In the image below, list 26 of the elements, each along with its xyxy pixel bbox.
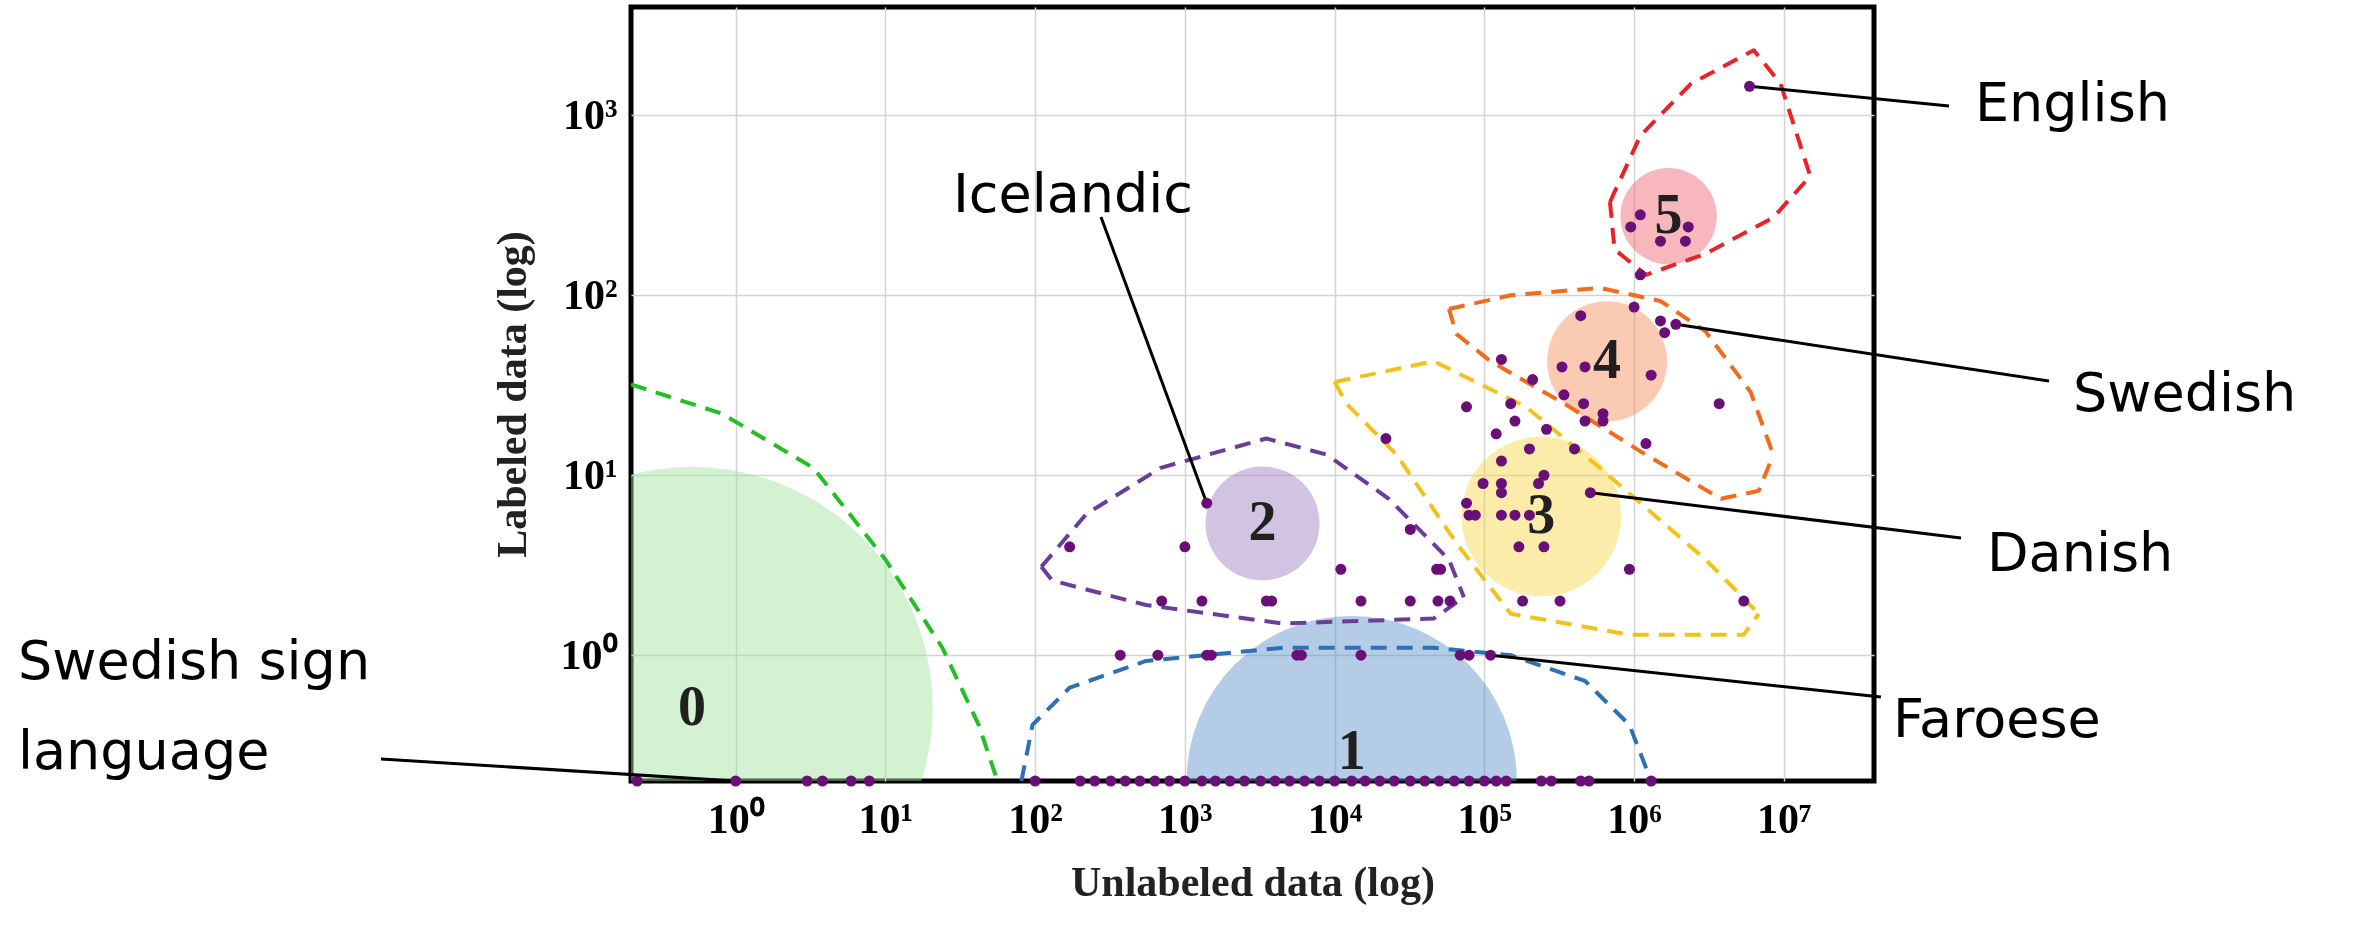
x-tick-label: 10⁶ [1607, 795, 1662, 842]
annotation: 1 [1337, 719, 1366, 781]
annotation: 2 [1248, 490, 1277, 553]
y-tick-label: 10² [562, 271, 618, 318]
y-tick-label: 10¹ [562, 451, 618, 498]
x-tick-label: 10⁷ [1757, 795, 1812, 842]
x-tick-label: 10² [1008, 795, 1063, 842]
y-tick-label: 10⁰ [560, 631, 618, 678]
annotation: English [1975, 71, 2170, 134]
x-axis-title: Unlabeled data (log) [1070, 858, 1436, 906]
annotation: Icelandic [952, 162, 1194, 225]
annotation: Faroese [1893, 687, 2101, 750]
annotation: 0 [677, 674, 706, 737]
annotation: Danish [1987, 521, 2174, 584]
x-tick-label: 10⁰ [707, 795, 765, 842]
annotation: 5 [1654, 183, 1683, 246]
annotation: 4 [1593, 328, 1622, 391]
x-tick-label: 10¹ [858, 795, 914, 842]
y-tick-label: 10³ [562, 91, 618, 138]
x-tick-label: 10⁵ [1457, 795, 1513, 842]
annotation: Swedish sign language [18, 629, 371, 782]
annotation: Swedish [2073, 361, 2297, 424]
x-tick-label: 10⁴ [1307, 795, 1363, 842]
y-axis-title: Labeled data (log) [488, 231, 536, 558]
x-tick-label: 10³ [1158, 795, 1213, 842]
annotation: 3 [1527, 483, 1556, 546]
